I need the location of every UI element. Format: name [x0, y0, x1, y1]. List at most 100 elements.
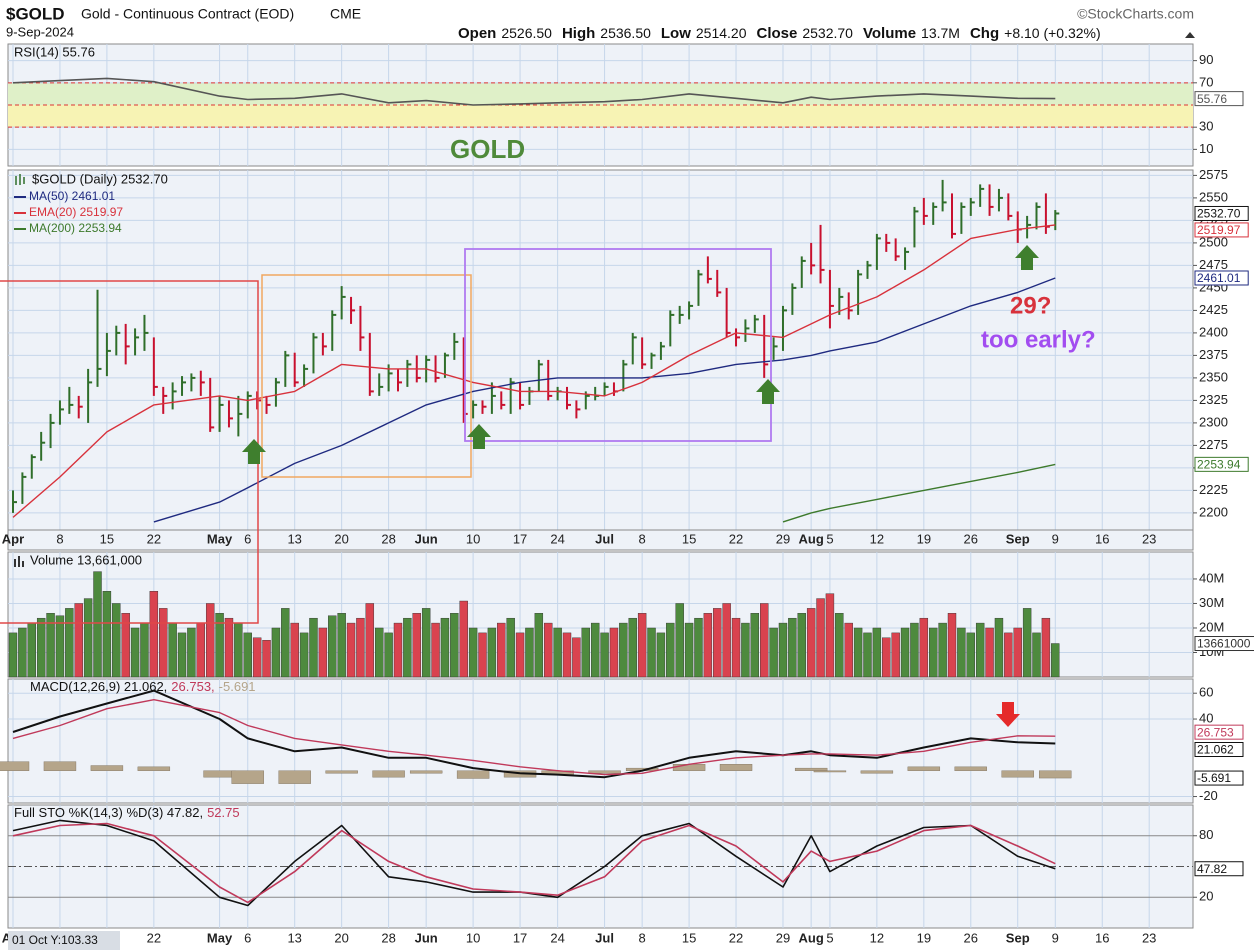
annotation: 29?: [1010, 292, 1051, 319]
x-tick-label: 6: [244, 531, 251, 546]
quote-value: 13.7M: [921, 25, 960, 41]
volume-bar: [863, 632, 872, 678]
volume-bar: [853, 627, 863, 678]
volume-bar: [281, 608, 290, 678]
histogram-bar: [719, 764, 753, 771]
up-arrow: [242, 439, 266, 464]
volume-bar: [722, 603, 731, 678]
series-line: [153, 277, 1056, 523]
volume-bar: [609, 627, 619, 678]
band-lower: [8, 105, 1193, 128]
x-tick-label: 9: [1052, 930, 1059, 945]
volume-bar: [675, 603, 684, 678]
quote-label: Chg: [970, 25, 999, 42]
volume-bar: [140, 622, 149, 678]
volume-bar: [318, 627, 328, 678]
y-tick-label: 60: [1199, 685, 1213, 700]
x-tick-label: 5: [826, 531, 833, 546]
value-box-label: 55.76: [1197, 92, 1227, 106]
volume-bar: [891, 632, 900, 678]
volume-bar: [168, 622, 177, 678]
volume-bar: [356, 617, 365, 678]
volume-bar: [703, 613, 713, 678]
x-tick-label: 6: [244, 930, 251, 945]
y-tick-label: 2500: [1199, 234, 1228, 249]
volume-bar: [544, 622, 553, 678]
legend-entry: $GOLD (Daily) 2532.70: [32, 171, 168, 186]
volume-bar: [619, 622, 628, 678]
volume-bar: [581, 627, 590, 678]
y-tick-label: 20M: [1199, 619, 1224, 634]
value-box: [1194, 222, 1249, 238]
volume-bar: [985, 627, 994, 678]
quote-value: 2514.20: [696, 25, 747, 41]
histogram-bar: [409, 770, 443, 774]
legend-entry: EMA(20) 2519.97: [29, 205, 123, 219]
x-axis-strip: [7, 529, 1194, 551]
volume-bar: [713, 608, 722, 678]
y-tick-label: 2300: [1199, 414, 1228, 429]
volume-bar: [882, 637, 891, 678]
value-box-label: 2532.70: [1197, 207, 1241, 221]
histogram-bar: [588, 770, 621, 774]
volume-bar: [112, 603, 121, 678]
volume-bar: [271, 627, 281, 678]
panel-legend: Full STO %K(14,3) %D(3) 47.82, 52.75: [14, 805, 240, 820]
x-tick-label: 15: [100, 531, 114, 546]
drawings: [0, 245, 1039, 727]
volume-bar: [83, 598, 93, 678]
x-tick-label: 20: [334, 531, 348, 546]
volume-bar: [600, 632, 609, 678]
x-tick-label: 17: [513, 930, 527, 945]
legend-part: Full STO %K(14,3) %D(3) 47.82,: [14, 805, 203, 820]
x-tick-label: 26: [964, 531, 978, 546]
legend-entry: MA(50) 2461.01: [29, 189, 115, 203]
x-tick-label: 22: [729, 930, 743, 945]
annotation: too early?: [981, 326, 1096, 353]
x-tick-label: 19: [917, 531, 931, 546]
footer-box: [8, 931, 120, 950]
y-tick-label: 2200: [1199, 504, 1228, 519]
x-tick-label: 13: [287, 531, 301, 546]
volume-bar: [1032, 632, 1041, 678]
volume-bar: [788, 617, 797, 678]
y-tick-label: 30: [1199, 119, 1213, 134]
y-tick-label: 20: [1199, 889, 1213, 904]
x-tick-label: Jun: [415, 930, 438, 945]
volume-bar: [647, 627, 656, 678]
y-tick-label: 2550: [1199, 189, 1228, 204]
volume-bar: [384, 632, 393, 678]
volume-bar: [900, 627, 910, 678]
volume-bar: [497, 622, 506, 678]
volume-bar: [102, 591, 112, 678]
quote-label: Volume: [863, 25, 916, 42]
value-box-label: 26.753: [1197, 725, 1234, 739]
volume-bar: [562, 632, 572, 678]
volume-bar: [929, 627, 938, 678]
y-tick-label: 30M: [1199, 595, 1224, 610]
series-line: [782, 463, 1056, 523]
volume-bar: [149, 591, 159, 678]
quote-value: 2526.50: [501, 25, 552, 41]
x-tick-label: 8: [639, 531, 646, 546]
x-tick-label: 5: [826, 930, 833, 945]
histogram-bar: [456, 770, 490, 779]
quote-value: 2532.70: [802, 25, 853, 41]
volume-bar: [975, 622, 985, 678]
x-tick-label: 29: [776, 531, 790, 546]
volume-bar: [666, 622, 675, 678]
y-tick-label: 80: [1199, 827, 1213, 842]
volume-bar: [487, 627, 497, 678]
instrument-name: Gold - Continuous Contract (EOD): [81, 6, 294, 22]
x-tick-label: 16: [1095, 531, 1109, 546]
quote-label: High: [562, 25, 595, 42]
volume-bar: [553, 627, 562, 678]
volume-bar: [957, 627, 966, 678]
histogram-bar: [1039, 770, 1072, 779]
value-box: [1194, 270, 1249, 286]
volume-bar: [187, 627, 196, 678]
x-tick-label: 23: [1142, 930, 1156, 945]
y-tick-label: 2325: [1199, 392, 1228, 407]
source: ©StockCharts.com: [1077, 6, 1194, 22]
